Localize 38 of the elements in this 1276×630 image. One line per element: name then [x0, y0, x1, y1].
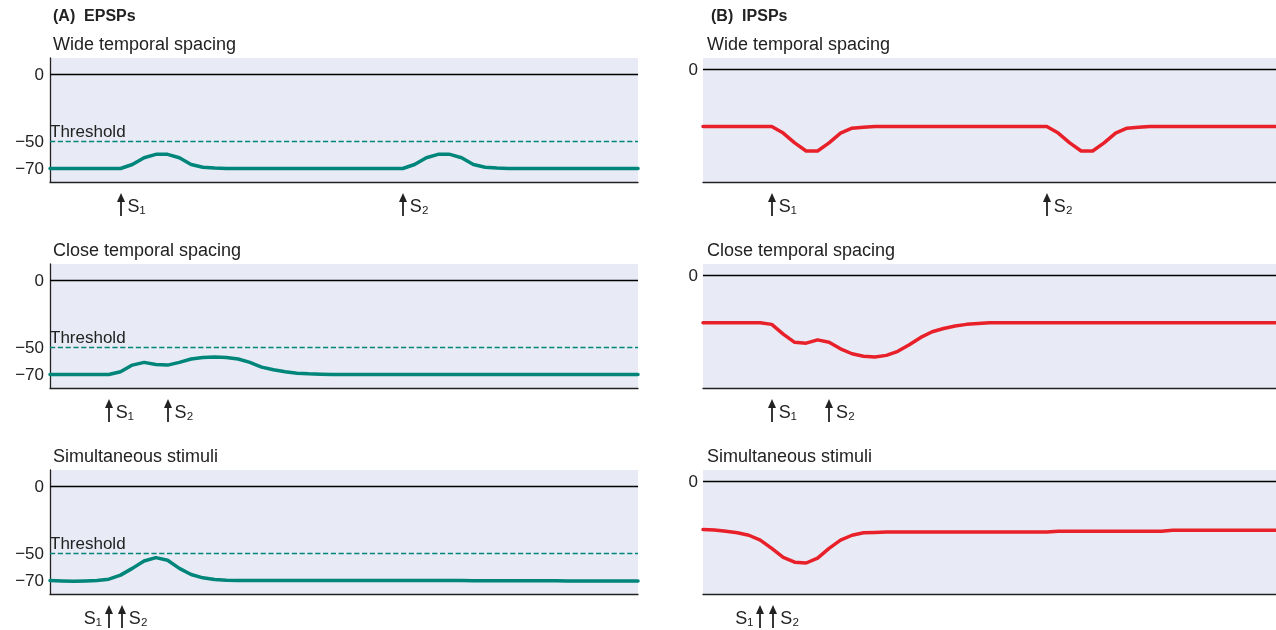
ref-line-label: 0 [688, 59, 698, 79]
text: S₂ [128, 608, 148, 629]
ref-line-label: 0 [688, 471, 698, 491]
text: S₁ [83, 608, 102, 629]
chart-subtitle: Simultaneous stimuli [707, 446, 873, 466]
y-tick-label: −70 [15, 571, 44, 591]
y-tick-label: −70 [15, 159, 44, 179]
text: S₂ [1053, 196, 1073, 217]
text: S₁ [127, 196, 146, 217]
chart-subtitle: Wide temporal spacing [707, 34, 891, 54]
y-tick-label: −50 [15, 132, 44, 152]
chart-subtitle: Simultaneous stimuli [53, 446, 219, 466]
text: S₂ [836, 402, 856, 423]
text: S₁ [735, 608, 754, 629]
text: S₁ [778, 196, 797, 217]
y-tick-label: 0 [34, 270, 44, 290]
text: S₁ [115, 402, 134, 423]
chart-title: (A) EPSPs [53, 6, 136, 24]
chart-subtitle: Close temporal spacing [53, 240, 242, 260]
ref-line-label: Threshold [50, 121, 126, 141]
y-tick-label: 0 [34, 476, 44, 496]
y-tick-label: 0 [34, 64, 44, 84]
y-tick-label: −70 [15, 365, 44, 385]
chart-title: (B) IPSPs [711, 6, 788, 24]
text: S₂ [409, 196, 429, 217]
line-series [48, 152, 640, 171]
chart-subtitle: Wide temporal spacing [53, 34, 237, 54]
chart-subtitle: Close temporal spacing [707, 240, 896, 260]
line-series [48, 355, 640, 377]
line-series [48, 555, 640, 583]
ref-line-label: Threshold [50, 533, 126, 553]
ref-line-label: 0 [688, 265, 698, 285]
text: S₂ [780, 608, 800, 629]
text: S₁ [778, 402, 797, 423]
y-tick-label: −50 [15, 544, 44, 564]
ref-line-label: Threshold [50, 327, 126, 347]
y-tick-label: −50 [15, 338, 44, 358]
text: S₂ [174, 402, 194, 423]
